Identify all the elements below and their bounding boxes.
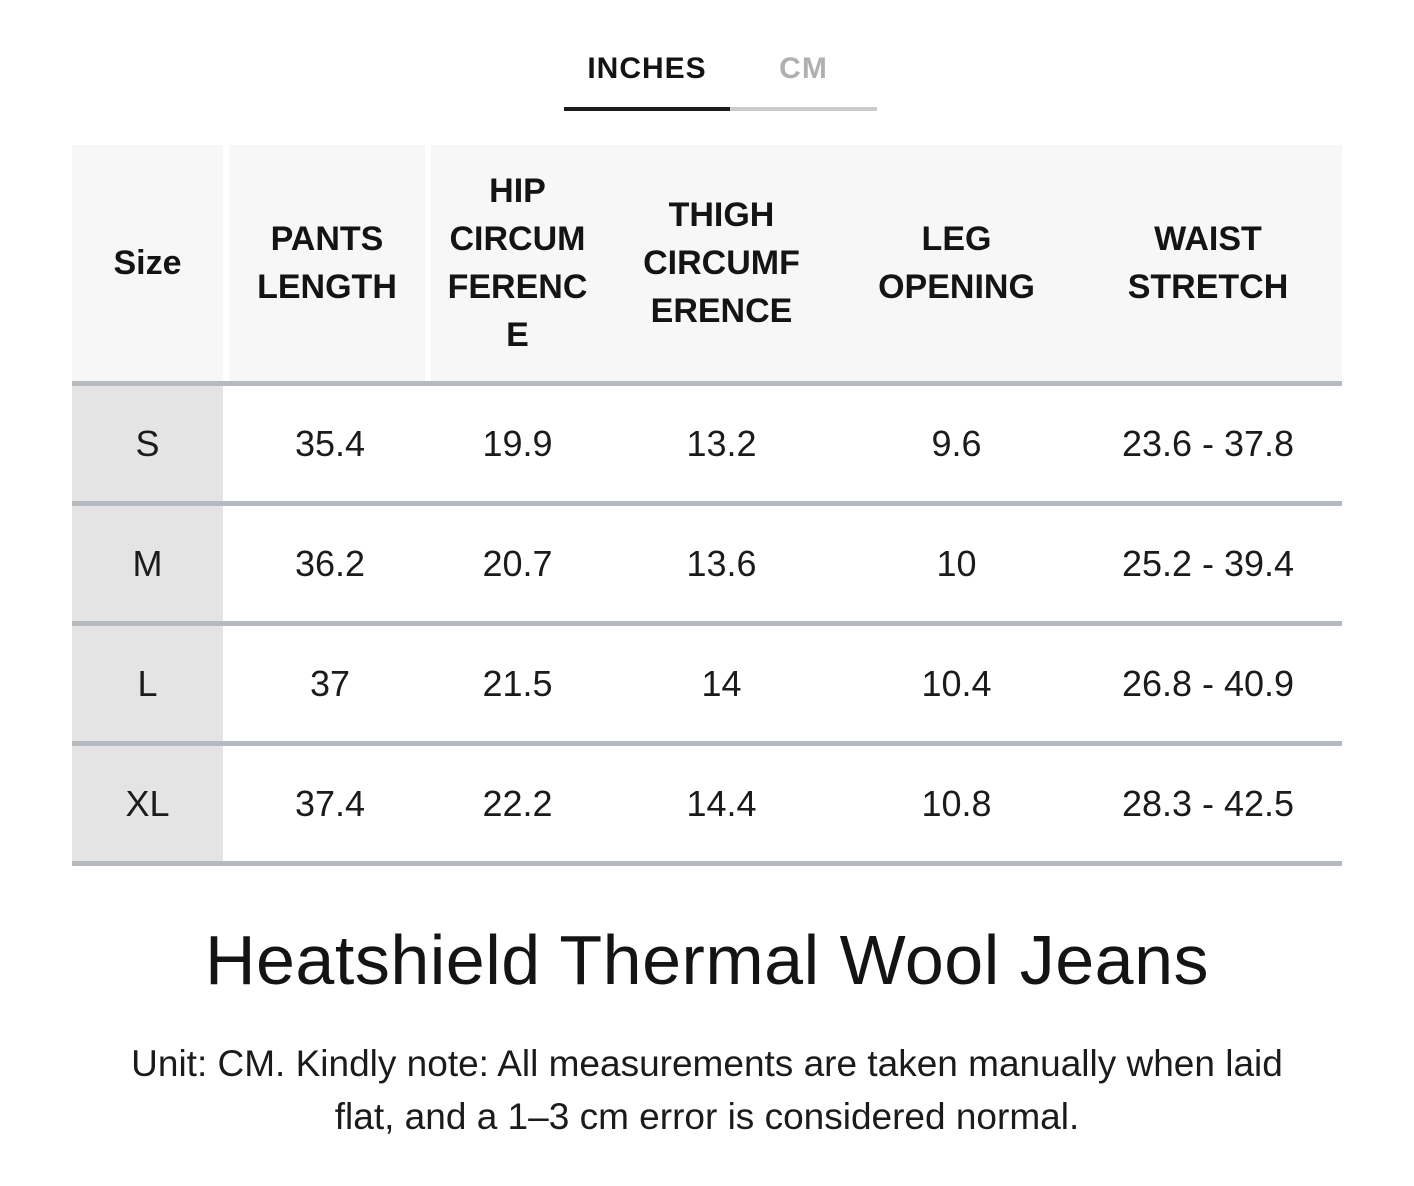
cell-value: 10 [839,506,1074,621]
table-row-l: L 37 21.5 14 10.4 26.8 - 40.9 [72,626,1342,741]
cell-value: 37 [229,626,431,741]
cell-size: L [72,626,229,741]
tab-cm-underline [730,107,877,111]
cell-value: 13.2 [604,386,839,501]
unit-tabs: INCHES CM [0,0,1414,145]
row-divider [72,501,1342,506]
cell-value: 23.6 - 37.8 [1074,386,1342,501]
cell-value: 10.8 [839,746,1074,861]
cell-value: 36.2 [229,506,431,621]
cell-value: 21.5 [431,626,604,741]
cell-value: 14 [604,626,839,741]
product-title: Heatshield Thermal Wool Jeans [204,921,1210,999]
header-cell-size: Size [72,145,229,381]
cell-value: 14.4 [604,746,839,861]
tab-cm[interactable]: CM [730,52,877,111]
table-header-row: Size PANTS LENGTH HIP CIRCUM FERENC E TH… [72,145,1342,381]
header-cell-waist-stretch: WAIST STRETCH [1074,145,1342,381]
cell-value: 20.7 [431,506,604,621]
table-row-s: S 35.4 19.9 13.2 9.6 23.6 - 37.8 [72,386,1342,501]
cell-size: XL [72,746,229,861]
cell-size: S [72,386,229,501]
cell-value: 28.3 - 42.5 [1074,746,1342,861]
cell-value: 26.8 - 40.9 [1074,626,1342,741]
cell-size: M [72,506,229,621]
table-row-m: M 36.2 20.7 13.6 10 25.2 - 39.4 [72,506,1342,621]
header-cell-leg-opening: LEG OPENING [839,145,1074,381]
tab-cm-label: CM [779,52,828,85]
cell-value: 10.4 [839,626,1074,741]
row-divider [72,861,1342,866]
header-cell-pants-length: PANTS LENGTH [229,145,431,381]
table-row-xl: XL 37.4 22.2 14.4 10.8 28.3 - 42.5 [72,746,1342,861]
cell-value: 22.2 [431,746,604,861]
row-divider [72,381,1342,386]
cell-value: 25.2 - 39.4 [1074,506,1342,621]
header-cell-thigh-circumference: THIGH CIRCUMF ERENCE [604,145,839,381]
cell-value: 35.4 [229,386,431,501]
measurement-note-line1: Unit: CM. Kindly note: All measurements … [131,1043,1283,1085]
cell-value: 19.9 [431,386,604,501]
cell-value: 9.6 [839,386,1074,501]
measurement-note: Unit: CM. Kindly note: All measurements … [0,1037,1414,1143]
cell-value: 37.4 [229,746,431,861]
tab-inches-underline [564,107,730,111]
measurement-note-line2: flat, and a 1–3 cm error is considered n… [334,1096,1080,1138]
row-divider [72,741,1342,746]
size-table: Size PANTS LENGTH HIP CIRCUM FERENC E TH… [72,145,1342,866]
header-cell-hip-circumference: HIP CIRCUM FERENC E [431,145,604,381]
cell-value: 13.6 [604,506,839,621]
tab-inches[interactable]: INCHES [564,52,730,111]
tab-inches-label: INCHES [587,52,707,85]
row-divider [72,621,1342,626]
